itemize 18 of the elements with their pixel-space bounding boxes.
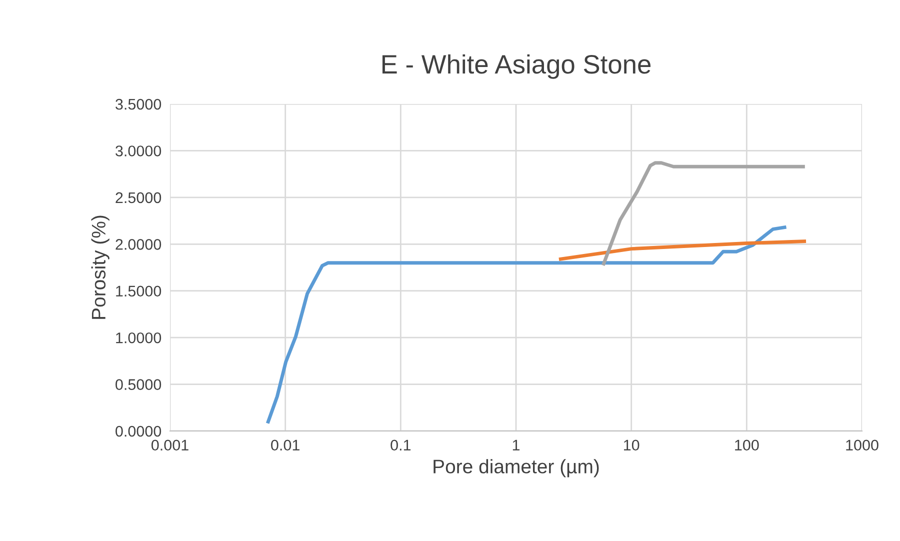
- x-tick-label: 0.001: [151, 440, 188, 451]
- y-tick-label: 3.5000: [116, 98, 162, 110]
- x-tick-label: 1000: [846, 440, 878, 451]
- y-tick-label: 0.5000: [116, 379, 162, 390]
- chart-title: E - White Asiago Stone: [382, 54, 651, 79]
- y-tick-label: 2.0000: [116, 239, 162, 250]
- x-tick-label: 0.1: [390, 440, 411, 451]
- y-tick-label: 1.0000: [116, 332, 162, 344]
- x-axis-title: Pore diameter (µm): [434, 459, 599, 478]
- y-tick-label: 2.5000: [116, 192, 162, 204]
- y-axis-title: Porosity (%): [91, 216, 110, 319]
- x-tick-label: 10: [624, 440, 640, 451]
- x-tick-label: 100: [735, 440, 759, 451]
- y-tick-label: 1.5000: [116, 286, 162, 297]
- y-tick-label: 0.0000: [116, 426, 162, 437]
- x-tick-label: 1: [512, 440, 520, 450]
- x-tick-label: 0.01: [271, 440, 300, 451]
- y-tick-label: 3.0000: [116, 146, 162, 156]
